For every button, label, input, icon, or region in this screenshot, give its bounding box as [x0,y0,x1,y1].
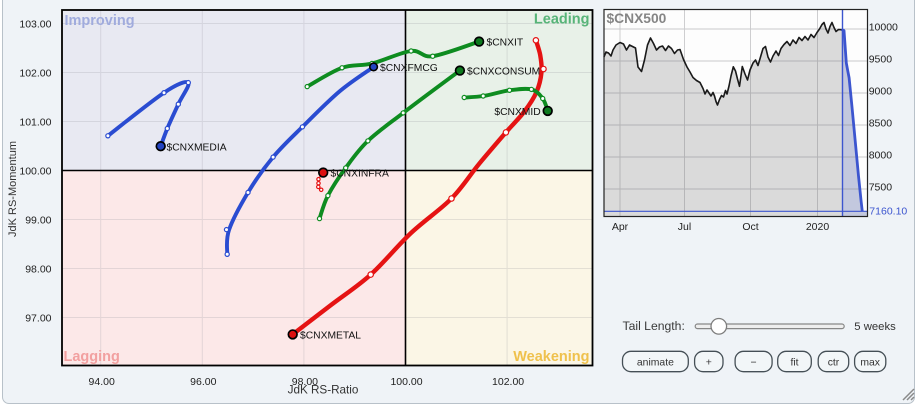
svg-text:2020: 2020 [806,221,830,233]
svg-text:100.00: 100.00 [19,165,51,177]
svg-text:$CNXMID: $CNXMID [494,107,540,118]
svg-text:Weakening: Weakening [513,349,589,365]
svg-text:$CNXMEDIA: $CNXMEDIA [167,143,227,154]
svg-text:9500: 9500 [869,54,893,66]
svg-text:103.00: 103.00 [19,18,51,30]
svg-text:7160.10: 7160.10 [869,205,907,217]
svg-text:Oct: Oct [742,221,758,233]
svg-text:102.00: 102.00 [492,376,524,388]
svg-text:Leading: Leading [534,12,590,28]
svg-text:−: − [751,357,757,368]
svg-text:Apr: Apr [612,221,629,233]
svg-text:10000: 10000 [869,22,898,34]
svg-text:98.00: 98.00 [292,376,318,388]
svg-text:94.00: 94.00 [89,376,115,388]
svg-text:animate: animate [637,357,674,368]
svg-text:JdK RS-Momentum: JdK RS-Momentum [7,141,19,237]
svg-text:5 weeks: 5 weeks [854,321,896,333]
svg-text:9000: 9000 [869,86,893,98]
svg-text:99.00: 99.00 [25,214,51,226]
svg-text:102.00: 102.00 [19,67,51,79]
svg-text:Lagging: Lagging [64,349,120,365]
svg-text:$CNXCONSUM: $CNXCONSUM [467,66,540,77]
svg-text:Tail Length:: Tail Length: [623,319,685,333]
svg-text:96.00: 96.00 [190,376,216,388]
svg-text:8500: 8500 [869,118,893,130]
svg-text:+: + [706,357,712,368]
svg-text:Jul: Jul [678,221,691,233]
svg-text:100.00: 100.00 [390,376,422,388]
svg-text:max: max [860,357,880,368]
svg-text:101.00: 101.00 [19,116,51,128]
svg-text:$CNXINFRA: $CNXINFRA [331,168,389,179]
svg-text:fit: fit [790,357,798,368]
svg-text:98.00: 98.00 [25,263,51,275]
svg-text:$CNXMETAL: $CNXMETAL [300,330,361,341]
svg-text:97.00: 97.00 [25,312,51,324]
svg-text:$CNXFMCG: $CNXFMCG [380,63,438,74]
svg-text:$CNX500: $CNX500 [607,11,667,26]
svg-text:JdK RS-Ratio: JdK RS-Ratio [288,384,359,397]
svg-text:8000: 8000 [869,150,893,162]
svg-text:ctr: ctr [828,357,840,368]
svg-text:7500: 7500 [869,182,893,194]
svg-text:$CNXIT: $CNXIT [487,38,524,49]
svg-text:Improving: Improving [65,13,135,29]
